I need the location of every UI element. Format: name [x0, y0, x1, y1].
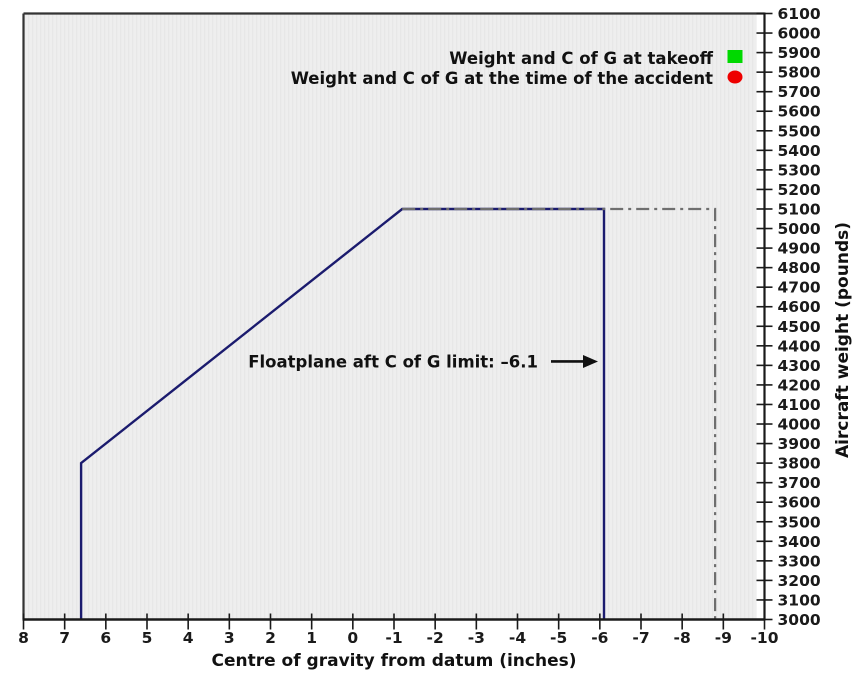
- x-tick-label: -8: [674, 629, 691, 647]
- y-tick-label: 4300: [778, 357, 821, 375]
- x-tick-label: 6: [100, 629, 111, 647]
- y-tick-label: 5500: [778, 122, 821, 140]
- x-tick-label: -3: [468, 629, 485, 647]
- x-tick-label: 1: [306, 629, 317, 647]
- y-axis-title: Aircraft weight (pounds): [833, 222, 853, 458]
- y-tick-label: 3200: [778, 572, 821, 590]
- x-tick-label: -7: [632, 629, 649, 647]
- x-tick-label: 3: [224, 629, 235, 647]
- y-tick-label: 4800: [778, 259, 821, 277]
- y-tick-label: 3000: [778, 611, 821, 629]
- y-tick-label: 4700: [778, 279, 821, 297]
- takeoff-square-marker-icon: [727, 50, 743, 63]
- y-tick-label: 3700: [778, 474, 821, 492]
- x-tick-label: 0: [347, 629, 358, 647]
- aft-limit-annotation: Floatplane aft C of G limit: –6.1: [248, 352, 538, 371]
- y-tick-label: 5100: [778, 200, 821, 218]
- x-tick-label: 2: [265, 629, 276, 647]
- x-tick-label: -2: [427, 629, 444, 647]
- y-tick-label: 3300: [778, 552, 821, 570]
- legend-label-takeoff: Weight and C of G at takeoff: [449, 49, 713, 68]
- y-tick-label: 6000: [778, 25, 821, 43]
- x-axis-title: Centre of gravity from datum (inches): [211, 651, 576, 671]
- y-tick-label: 4100: [778, 396, 821, 414]
- y-tick-label: 3900: [778, 435, 821, 453]
- x-tick-label: 5: [142, 629, 153, 647]
- accident-circle-marker-icon: [727, 70, 743, 84]
- y-tick-label: 3600: [778, 494, 821, 512]
- x-tick-label: -4: [509, 629, 526, 647]
- x-tick-label: 4: [183, 629, 194, 647]
- x-tick-label: -6: [591, 629, 608, 647]
- landplane-envelope-extension-line: [402, 207, 717, 620]
- y-tick-label: 5600: [778, 103, 821, 121]
- y-tick-label: 5400: [778, 142, 821, 160]
- x-tick-label: -10: [750, 629, 778, 647]
- y-tick-label: 5900: [778, 44, 821, 62]
- x-tick-label: 8: [18, 629, 29, 647]
- aft-limit-arrow-head-icon: [583, 354, 598, 368]
- y-tick-label: 4200: [778, 376, 821, 394]
- y-tick-label: 6100: [778, 5, 821, 23]
- plot-area: [23, 13, 757, 620]
- y-tick-label: 5800: [778, 64, 821, 82]
- legend-label-accident: Weight and C of G at the time of the acc…: [291, 69, 713, 88]
- y-tick-label: 5300: [778, 161, 821, 179]
- y-tick-label: 4500: [778, 318, 821, 336]
- x-tick-label: -9: [715, 629, 732, 647]
- y-tick-label: 4000: [778, 416, 821, 434]
- y-tick-label: 4600: [778, 298, 821, 316]
- y-tick-label: 4900: [778, 240, 821, 258]
- y-tick-label: 3400: [778, 533, 821, 551]
- y-tick-label: 5000: [778, 220, 821, 238]
- y-tick-label: 5700: [778, 83, 821, 101]
- x-tick-label: 7: [59, 629, 70, 647]
- y-tick-label: 3800: [778, 455, 821, 473]
- y-tick-label: 4400: [778, 337, 821, 355]
- y-tick-label: 3100: [778, 591, 821, 609]
- x-tick-label: -1: [385, 629, 402, 647]
- y-tick-label: 5200: [778, 181, 821, 199]
- x-tick-label: -5: [550, 629, 567, 647]
- y-tick-label: 3500: [778, 513, 821, 531]
